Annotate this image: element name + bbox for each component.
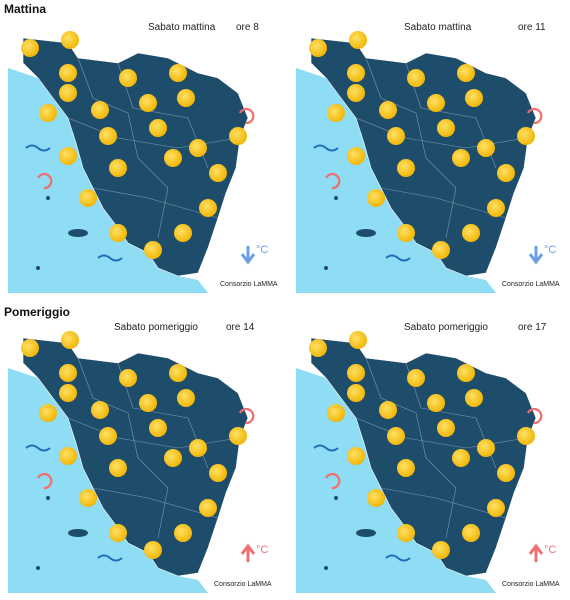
section-label: Mattina [4,2,46,16]
map-credit: Consorzio LaMMA [220,281,278,288]
temp-unit: °C [544,244,556,256]
temp-unit: °C [256,244,268,256]
map-title: Sabato mattina [404,22,472,33]
map-title: Sabato pomeriggio [114,322,198,333]
temp-unit: °C [544,544,556,556]
weather-map: Sabato mattina ore 11 °C Consorzio LaMMA [296,22,560,293]
weather-map: Sabato pomeriggio ore 17 °C Consorzio La… [296,322,560,593]
map-title: Sabato pomeriggio [404,322,488,333]
map-time: ore 17 [518,322,547,333]
weather-map: Sabato mattina ore 8 °C Consorzio LaMMA [8,22,278,293]
map-time: ore 8 [236,22,259,33]
map-time: ore 14 [226,322,255,333]
map-credit: Consorzio LaMMA [502,281,560,288]
section-label: Pomeriggio [4,305,71,319]
weather-map: Sabato pomeriggio ore 14 °C Consorzio La… [8,322,272,593]
map-credit: Consorzio LaMMA [502,581,560,588]
temp-unit: °C [256,544,268,556]
map-credit: Consorzio LaMMA [214,581,272,588]
map-title: Sabato mattina [148,22,216,33]
map-time: ore 11 [518,22,546,33]
